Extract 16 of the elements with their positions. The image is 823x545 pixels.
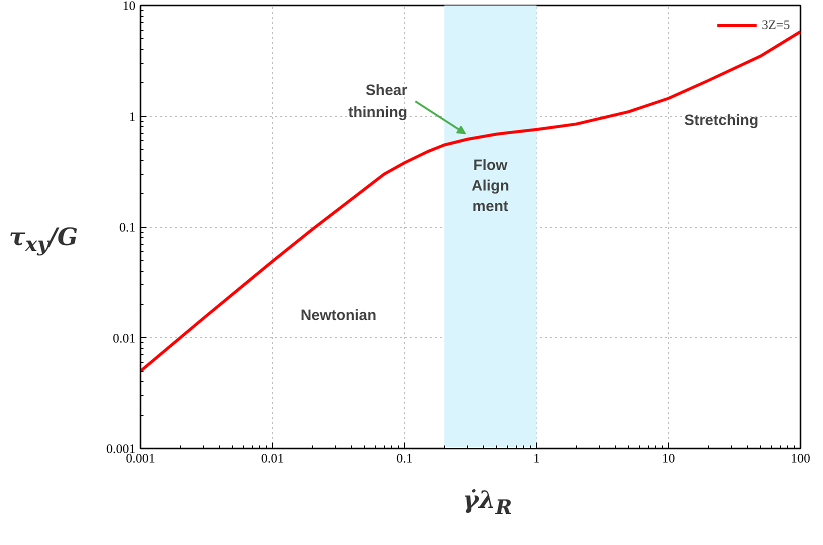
legend-label: 3Z=5 xyxy=(762,17,790,33)
annotation: Shear thinning xyxy=(348,82,408,121)
band-label: Flow Align ment xyxy=(472,157,510,215)
y-tick-label: 1 xyxy=(129,108,136,124)
annotation: Stretching xyxy=(684,112,758,130)
x-axis-title: γ̇λ$_{R}$ xyxy=(462,484,512,521)
annotation: Newtonian xyxy=(300,307,376,324)
x-tick-label: 1 xyxy=(533,450,540,466)
x-tick-label: 0.1 xyxy=(396,450,413,466)
y-tick-label: 0.01 xyxy=(112,330,136,346)
y-axis-title: τ$_{xy}$/G xyxy=(9,221,78,258)
x-tick-label: 100 xyxy=(790,450,810,466)
x-tick-label: 0.01 xyxy=(261,450,284,466)
x-tick-label: 10 xyxy=(662,450,675,466)
y-tick-label: 0.1 xyxy=(119,220,136,234)
y-tick-label: 10 xyxy=(122,0,136,13)
